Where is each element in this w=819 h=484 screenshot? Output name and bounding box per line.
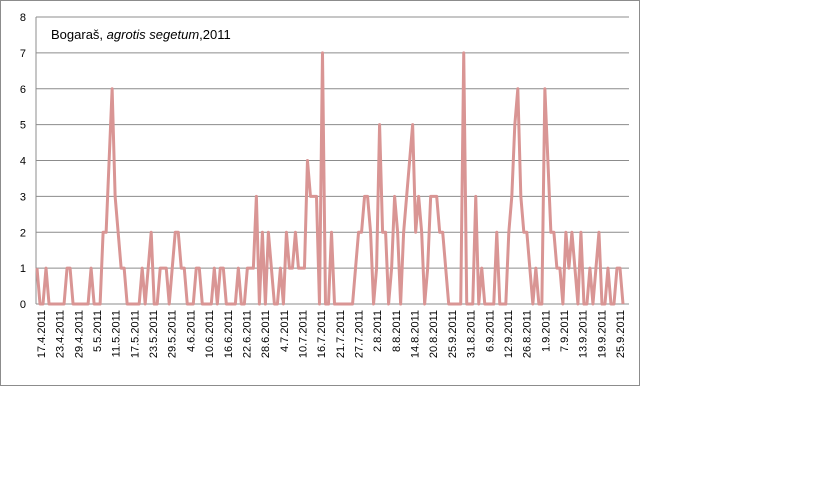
x-tick-label: 23.4.2011 bbox=[55, 310, 67, 358]
x-tick-label: 31.8.2011 bbox=[466, 310, 478, 358]
x-tick-label: 5.5.2011 bbox=[92, 310, 104, 352]
x-tick-label: 13.9.2011 bbox=[578, 310, 590, 358]
chart-area: 0 1 2 3 4 5 6 7 8 17.4.2011 23.4.2011 29.4.2011 5.5… bbox=[0, 0, 640, 386]
y-tick-label: 1 bbox=[20, 263, 26, 275]
y-tick-label: 4 bbox=[20, 156, 26, 168]
x-tick-label: 10.7.2011 bbox=[297, 310, 309, 358]
chart-title: Bogaraš, agrotis segetum,2011 bbox=[51, 27, 231, 42]
x-tick-label: 29.5.2011 bbox=[167, 310, 179, 358]
x-tick-label: 4.7.2011 bbox=[279, 310, 291, 352]
y-tick-label: 3 bbox=[20, 191, 26, 203]
y-tick-label: 7 bbox=[20, 48, 26, 60]
y-tick-label: 8 bbox=[20, 12, 26, 24]
x-tick-label: 25.9.2011 bbox=[447, 310, 459, 358]
x-tick-label: 14.8.2011 bbox=[410, 310, 422, 358]
x-tick-label: 25.9.2011 bbox=[615, 310, 627, 358]
x-tick-label: 11.5.2011 bbox=[111, 310, 123, 357]
gridlines bbox=[36, 16, 629, 305]
x-tick-label: 16.7.2011 bbox=[316, 310, 328, 358]
x-tick-label: 12.9.2011 bbox=[503, 310, 515, 358]
line-chart: 0 1 2 3 4 5 6 7 8 17.4.2011 23.4.2011 29.4.2011 5.5… bbox=[20, 12, 629, 358]
y-tick-label: 0 bbox=[20, 299, 26, 311]
x-tick-label: 27.7.2011 bbox=[354, 310, 366, 358]
y-tick-label: 5 bbox=[20, 120, 26, 132]
y-tick-label: 6 bbox=[20, 84, 26, 96]
x-tick-label: 8.8.2011 bbox=[391, 310, 403, 352]
x-axis: 17.4.2011 23.4.2011 29.4.2011 5.5.2011 11.5.… bbox=[36, 303, 629, 358]
x-tick-label: 7.9.2011 bbox=[559, 310, 571, 352]
series-line bbox=[35, 51, 625, 306]
x-tick-label: 29.4.2011 bbox=[73, 310, 85, 358]
x-tick-label: 19.9.2011 bbox=[596, 310, 608, 358]
y-axis: 0 1 2 3 4 5 6 7 8 bbox=[20, 12, 37, 311]
x-tick-label: 6.9.2011 bbox=[484, 310, 496, 352]
x-tick-label: 17.5.2011 bbox=[129, 310, 141, 358]
x-tick-label: 21.7.2011 bbox=[335, 310, 347, 358]
x-tick-label: 22.6.2011 bbox=[241, 310, 253, 358]
x-tick-label: 10.6.2011 bbox=[204, 310, 216, 358]
x-tick-label: 20.8.2011 bbox=[428, 310, 440, 358]
x-tick-label: 4.6.2011 bbox=[185, 310, 197, 352]
x-tick-label: 2.8.2011 bbox=[372, 310, 384, 352]
x-tick-label: 26.8.2011 bbox=[522, 310, 534, 358]
x-tick-label: 28.6.2011 bbox=[260, 310, 272, 358]
x-tick-label: 1.9.2011 bbox=[540, 310, 552, 352]
x-tick-label: 17.4.2011 bbox=[36, 310, 48, 358]
x-tick-label: 23.5.2011 bbox=[148, 310, 160, 358]
x-tick-label: 16.6.2011 bbox=[223, 310, 235, 358]
y-tick-label: 2 bbox=[20, 227, 26, 239]
